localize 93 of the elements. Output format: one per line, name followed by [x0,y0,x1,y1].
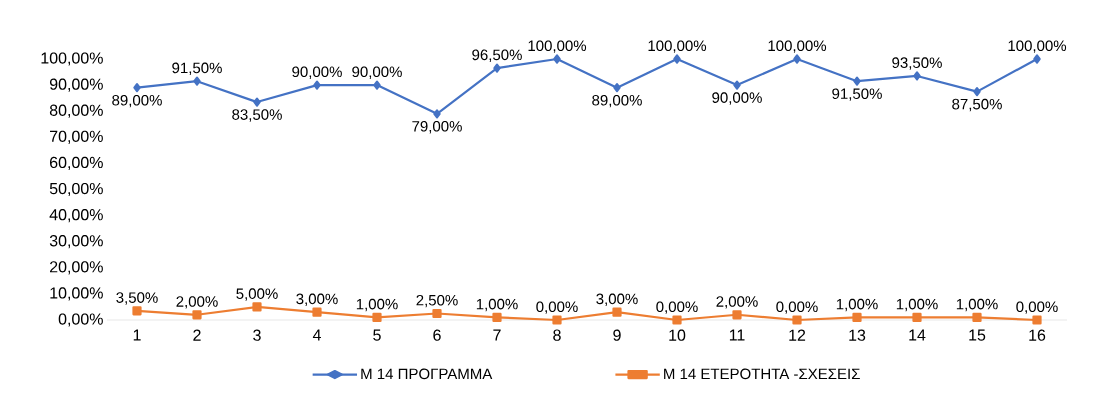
point [972,312,982,322]
point [852,312,862,322]
y-tick-label: 80,00% [49,104,103,118]
y-tick-label: 0,00% [58,313,103,327]
x-tick-label: 11 [729,329,745,341]
point [133,83,141,93]
data-label: 0,00% [536,301,578,314]
y-tick-label: 30,00% [49,235,103,249]
data-label: 100,00% [648,40,707,53]
data-label: 3,00% [296,293,338,306]
point [793,54,801,64]
point [312,307,322,317]
data-label: 100,00% [768,40,827,53]
point [192,310,202,320]
point [673,54,681,64]
x-tick-label: 6 [433,329,441,341]
x-tick-label: 5 [373,329,381,341]
data-label: 96,50% [472,49,522,62]
x-tick-label: 9 [613,329,621,341]
data-label: 0,00% [656,301,698,314]
point [913,71,921,81]
y-tick-label: 20,00% [50,261,103,275]
data-label: 0,00% [1016,301,1058,314]
x-tick-label: 8 [553,329,561,341]
data-label: 91,50% [832,88,882,101]
x-tick-label: 1 [133,329,141,341]
y-tick-label: 70,00% [50,130,103,144]
data-label: 90,00% [712,92,762,105]
data-label: 1,00% [956,298,998,312]
y-tick-label: 40,00% [49,209,103,223]
data-label: 90,00% [292,66,342,79]
data-label: 3,00% [596,293,638,306]
point [672,315,682,325]
point [373,80,381,90]
data-label: 1,00% [356,298,398,312]
point [253,97,261,107]
point [1033,54,1041,64]
data-label: 2,50% [416,294,458,308]
point [433,109,441,119]
data-label: 1,00% [476,298,518,312]
data-label: 89,00% [112,94,162,108]
data-label: 89,00% [592,94,642,108]
data-label: 1,00% [896,298,938,312]
point [973,87,981,97]
x-tick-label: 2 [193,329,201,341]
point [732,310,742,320]
point [552,315,562,325]
point [372,312,382,322]
point [132,306,142,316]
point [1032,315,1042,325]
data-label: 100,00% [1008,40,1067,53]
x-tick-label: 15 [969,329,986,341]
data-label: 83,50% [232,109,282,122]
data-label: 79,00% [412,121,462,134]
point [432,308,442,319]
data-label: 5,00% [236,288,278,301]
point [912,312,922,322]
point [553,54,561,64]
data-label: 91,50% [172,62,222,75]
y-tick-label: 10,00% [50,287,103,301]
point [492,312,502,322]
y-tick-label: 60,00% [50,156,103,170]
legend-label: Μ 14 ΕΤΕΡΟΤΗΤΑ -ΣΧΕΣΕΙΣ [664,368,860,380]
x-tick-label: 13 [849,329,866,341]
x-tick-label: 14 [909,329,926,341]
data-label: 3,50% [116,292,158,305]
y-tick-label: 50,00% [49,182,103,197]
x-tick-label: 3 [253,329,261,341]
point [313,80,321,90]
y-tick-label: 90,00% [49,78,103,92]
point [252,302,262,312]
x-tick-label: 7 [493,329,501,341]
point [792,315,802,325]
data-label: 93,50% [892,57,942,70]
y-tick-label: 100,00% [41,52,103,66]
point [612,307,622,317]
point [733,80,741,90]
data-label: 90,00% [352,66,402,79]
legend-label: Μ 14 ΠΡΟΓΡΑΜΜΑ [361,368,493,380]
data-label: 2,00% [176,296,218,309]
data-label: 100,00% [528,40,587,53]
x-tick-label: 16 [1029,329,1046,341]
point [193,76,201,86]
data-label: 1,00% [836,298,878,312]
point [493,63,501,73]
x-tick-label: 4 [312,329,321,341]
x-tick-label: 12 [789,329,806,341]
data-label: 87,50% [952,98,1002,112]
point [853,76,861,86]
point [613,83,621,93]
data-label: 2,00% [716,296,758,309]
x-tick-label: 10 [669,329,686,341]
data-label: 0,00% [776,301,818,314]
